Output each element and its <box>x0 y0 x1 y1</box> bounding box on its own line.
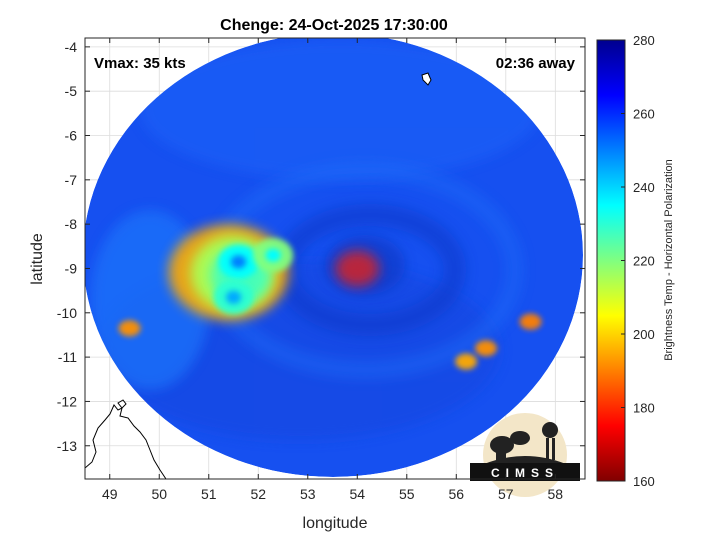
x-tick-label: 55 <box>399 486 415 502</box>
swath-image <box>85 38 583 477</box>
scattered-cell <box>519 313 542 330</box>
convective-core <box>230 255 247 269</box>
colorbar-tick-label: 260 <box>633 107 655 122</box>
x-tick-label: 58 <box>548 486 564 502</box>
axes-frame <box>84 37 586 480</box>
y-tick-label: -13 <box>57 438 77 454</box>
time-offset-label: 02:36 away <box>496 55 576 72</box>
colorbar-tick-label: 280 <box>633 33 655 48</box>
x-tick-label: 54 <box>349 486 365 502</box>
y-tick-label: -11 <box>58 349 77 365</box>
y-tick-label: -7 <box>65 172 78 188</box>
convective-core <box>225 290 242 304</box>
cimss-logo-text: CIMSS <box>491 466 559 480</box>
x-axis-label: longitude <box>303 515 368 532</box>
y-tick-label: -9 <box>65 260 78 276</box>
y-tick-label: -5 <box>65 83 78 99</box>
scattered-cell <box>455 353 478 370</box>
colorbar <box>596 39 626 482</box>
x-tick-label: 49 <box>102 486 118 502</box>
scattered-cell <box>118 320 141 337</box>
y-axis: -4 -5 -6 -7 -8 -9 -10 -11 -12 -13 <box>57 39 585 454</box>
colorbar-tick-label: 240 <box>633 180 655 195</box>
x-tick-label: 50 <box>151 486 167 502</box>
colorbar-ticks: 280 260 240 220 200 180 160 <box>621 33 655 489</box>
y-tick-label: -10 <box>57 305 77 321</box>
y-tick-label: -12 <box>57 393 77 409</box>
y-tick-label: -8 <box>65 216 78 232</box>
colorbar-tick-label: 180 <box>633 401 655 416</box>
y-axis-label: latitude <box>29 233 46 285</box>
x-tick-label: 53 <box>300 486 316 502</box>
chart-title: Chenge: 24-Oct-2025 17:30:00 <box>220 17 448 34</box>
colorbar-tick-label: 200 <box>633 327 655 342</box>
x-axis: 49 50 51 52 53 54 55 56 57 58 <box>102 38 563 502</box>
y-tick-label: -6 <box>65 128 78 144</box>
cimss-logo: CIMSS <box>470 413 580 497</box>
convective-core <box>265 248 281 262</box>
colorbar-tick-label: 160 <box>633 474 655 489</box>
coastline <box>85 72 432 479</box>
cyclone-center <box>335 250 380 287</box>
y-tick-label: -4 <box>65 39 78 55</box>
x-tick-label: 57 <box>498 486 514 502</box>
vmax-label: Vmax: 35 kts <box>94 55 186 72</box>
x-tick-label: 56 <box>448 486 464 502</box>
colorbar-tick-label: 220 <box>633 254 655 269</box>
colorbar-label: Brightness Temp - Horizontal Polarizatio… <box>663 159 675 361</box>
x-tick-label: 52 <box>250 486 266 502</box>
x-tick-label: 51 <box>201 486 217 502</box>
scattered-cell <box>474 340 497 357</box>
